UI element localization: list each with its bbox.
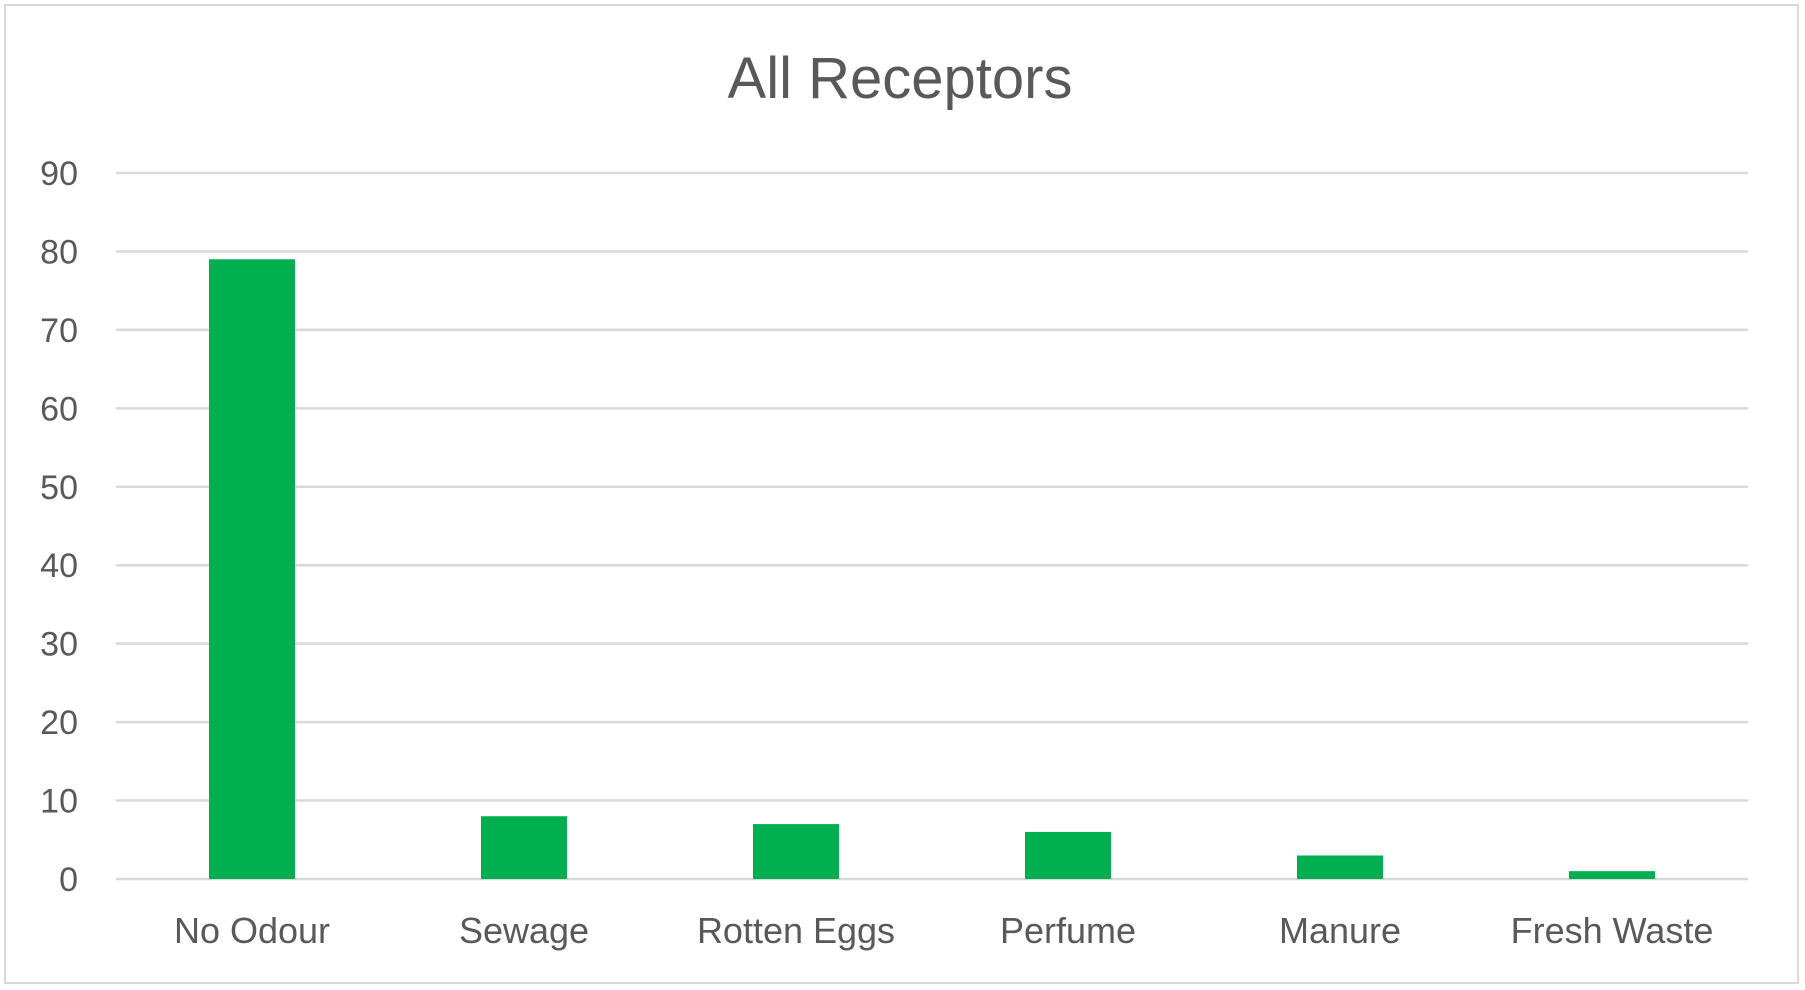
x-category-label: Fresh Waste	[1511, 910, 1714, 951]
y-tick-label: 20	[40, 704, 78, 742]
y-tick-label: 40	[40, 547, 78, 585]
y-tick-label: 0	[59, 861, 78, 899]
y-tick-label: 80	[40, 233, 78, 271]
x-category-label: Rotten Eggs	[697, 910, 895, 951]
y-tick-label: 70	[40, 312, 78, 350]
x-category-label: Manure	[1279, 910, 1401, 951]
y-tick-label: 10	[40, 783, 78, 821]
y-axis-ticks: 0 10 20 30 40 50 60 70 80 90	[40, 155, 78, 899]
x-category-label: No Odour	[174, 910, 330, 951]
y-tick-label: 90	[40, 155, 78, 193]
y-tick-label: 50	[40, 469, 78, 507]
gridlines	[116, 171, 1748, 881]
bar-sewage	[481, 816, 567, 879]
bar-rotten-eggs	[753, 824, 839, 879]
y-tick-label: 30	[40, 626, 78, 664]
bar-manure	[1297, 855, 1383, 879]
chart-frame	[4, 4, 1799, 984]
y-tick-label: 60	[40, 390, 78, 428]
x-category-label: Perfume	[1000, 910, 1136, 951]
bars	[209, 259, 1655, 879]
x-axis-labels: No Odour Sewage Rotten Eggs Perfume Manure Fr…	[174, 910, 1713, 951]
x-category-label: Sewage	[459, 910, 589, 951]
bar-no-odour	[209, 259, 295, 879]
chart-title: All Receptors	[728, 46, 1073, 111]
bar-fresh-waste	[1569, 871, 1655, 879]
bar-perfume	[1025, 831, 1111, 879]
